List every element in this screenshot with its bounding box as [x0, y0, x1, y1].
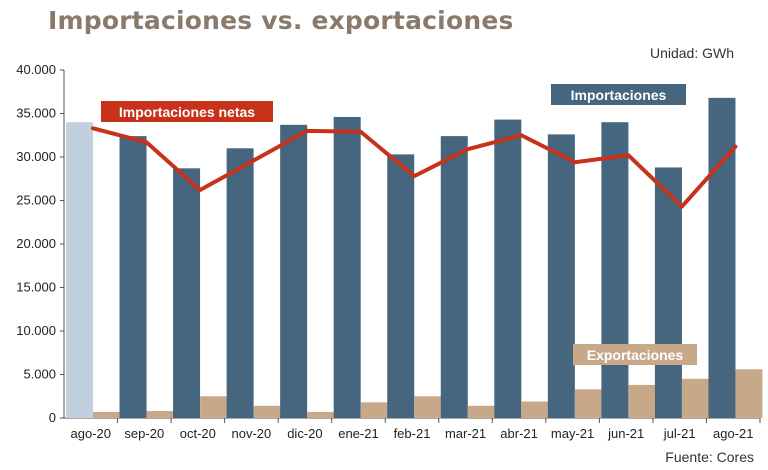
- export-bar: [735, 369, 763, 418]
- export-bar: [467, 405, 495, 418]
- export-bar: [200, 396, 228, 418]
- export-bar: [574, 389, 602, 418]
- export-bar: [681, 378, 709, 418]
- x-tick-label: ene-21: [338, 426, 378, 441]
- y-tick-label: 10.000: [16, 323, 56, 338]
- import-bar: [440, 136, 468, 418]
- import-bar: [547, 134, 575, 418]
- import-bar: [708, 97, 736, 418]
- import-bar: [654, 167, 682, 418]
- import-bar: [333, 116, 361, 418]
- y-tick-label: 30.000: [16, 149, 56, 164]
- import-bar: [387, 154, 415, 418]
- chart-title: Importaciones vs. exportaciones: [48, 6, 514, 35]
- import-bar: [173, 168, 201, 418]
- export-bar: [628, 384, 656, 418]
- legend-importaciones-netas-text: Importaciones netas: [119, 104, 255, 120]
- export-bar: [253, 405, 281, 418]
- legend-importaciones-box: [551, 84, 686, 105]
- y-tick-label: 25.000: [16, 193, 56, 208]
- y-tick-label: 35.000: [16, 106, 56, 121]
- x-tick-label: may-21: [551, 426, 594, 441]
- import-bar: [119, 136, 147, 418]
- x-tick-label: mar-21: [445, 426, 486, 441]
- legend-importaciones-netas-box: [101, 101, 273, 122]
- x-tick-label: abr-21: [500, 426, 538, 441]
- x-tick-label: oct-20: [180, 426, 216, 441]
- x-tick-label: ago-20: [71, 426, 111, 441]
- import-bar: [226, 148, 254, 419]
- y-tick-label: 5.000: [23, 367, 56, 382]
- x-tick-label: jun-21: [607, 426, 644, 441]
- x-tick-label: feb-21: [394, 426, 431, 441]
- x-tick-label: sep-20: [124, 426, 164, 441]
- legend-importaciones-text: Importaciones: [571, 87, 667, 103]
- x-tick-label: jul-21: [663, 426, 696, 441]
- export-bar: [521, 401, 549, 418]
- source-label: Fuente: Cores: [665, 449, 754, 465]
- y-tick-label: 20.000: [16, 236, 56, 251]
- y-tick-label: 0: [49, 410, 56, 425]
- import-bar: [494, 119, 522, 418]
- legend-exportaciones-text: Exportaciones: [587, 347, 684, 363]
- export-bar: [360, 402, 388, 418]
- import-bar: [601, 122, 629, 418]
- import-bar: [280, 124, 308, 418]
- export-bar: [414, 396, 442, 418]
- export-bar: [93, 411, 120, 418]
- y-tick-label: 15.000: [16, 280, 56, 295]
- legend-exportaciones-box: [573, 344, 697, 365]
- export-bar: [146, 411, 174, 418]
- unit-label: Unidad: GWh: [649, 45, 734, 61]
- x-tick-label: nov-20: [232, 426, 272, 441]
- x-tick-label: dic-20: [287, 426, 322, 441]
- y-tick-label: 40.000: [16, 62, 56, 77]
- export-bar: [307, 411, 335, 418]
- x-tick-label: ago-21: [713, 426, 753, 441]
- import-bar: [66, 122, 93, 418]
